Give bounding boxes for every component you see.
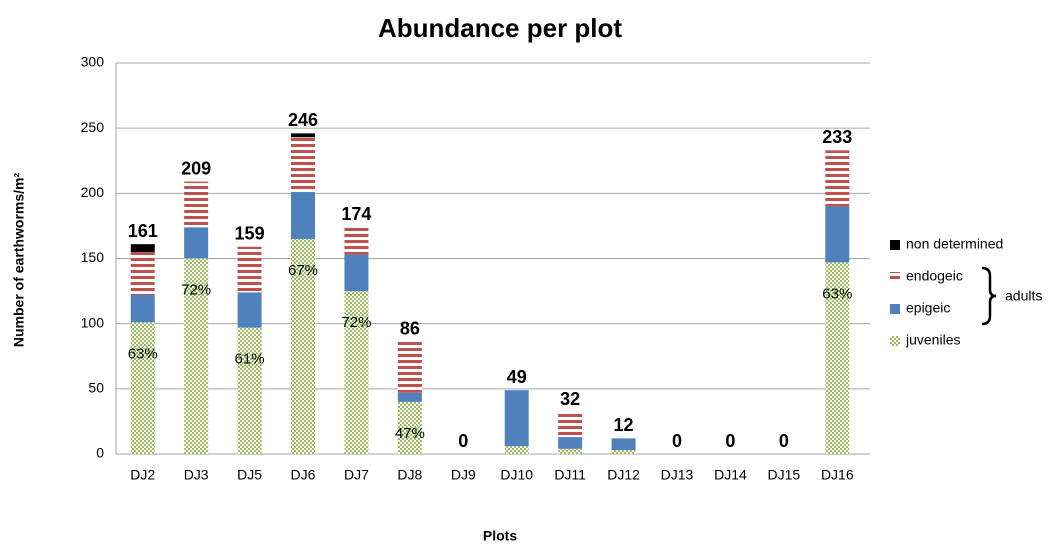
x-tick-label: DJ13 (661, 467, 694, 483)
legend-label: epigeic (906, 300, 950, 316)
share-label: 47% (395, 425, 425, 442)
bar-segment (825, 206, 850, 263)
x-tick-label: DJ2 (130, 467, 155, 483)
legend-swatch (890, 336, 900, 346)
legend-swatch (890, 304, 900, 314)
bar-segment (291, 192, 315, 239)
bar-segment (504, 390, 529, 447)
bar-segment (237, 327, 262, 454)
y-tick-label: 250 (81, 119, 105, 135)
x-tick-label: DJ15 (768, 467, 801, 483)
x-axis-title: Plots (483, 528, 517, 544)
total-label: 32 (560, 389, 580, 409)
bar-segment (397, 392, 422, 402)
bar-segment (611, 450, 636, 454)
bar-segment (237, 246, 262, 293)
bar-segment (825, 262, 850, 454)
bar-segment (558, 412, 583, 438)
bar-segment (130, 244, 155, 252)
bar-segment (344, 254, 369, 292)
x-tick-label: DJ7 (344, 467, 369, 483)
y-tick-label: 50 (88, 380, 104, 396)
legend-label: non determined (906, 236, 1003, 252)
total-label: 0 (779, 431, 789, 451)
bar-segment (504, 446, 529, 454)
total-label: 233 (822, 127, 852, 147)
share-label: 63% (822, 285, 852, 302)
x-tick-label: DJ10 (500, 467, 533, 483)
total-label: 209 (181, 158, 211, 178)
y-axis-title: Number of earthworms/m² (11, 173, 27, 348)
x-tick-label: DJ9 (451, 467, 476, 483)
bar-segment (825, 150, 850, 207)
total-label: 0 (725, 431, 735, 451)
y-tick-label: 150 (81, 249, 105, 265)
legend-group-label: adults (1005, 288, 1042, 304)
share-label: 67% (288, 262, 318, 279)
share-label: 63% (128, 345, 158, 362)
total-label: 49 (507, 367, 527, 387)
total-label: 12 (614, 415, 634, 435)
total-label: 174 (341, 204, 371, 224)
bar-segment (397, 401, 422, 454)
y-tick-label: 0 (96, 445, 104, 461)
legend-swatch (890, 240, 900, 250)
y-tick-label: 100 (81, 314, 105, 330)
bar-segment (344, 227, 369, 255)
bar-segment (344, 291, 369, 454)
legend-swatch (890, 272, 900, 282)
x-tick-label: DJ16 (821, 467, 854, 483)
bar-segment (130, 322, 155, 454)
chart-title: Abundance per plot (378, 13, 622, 43)
y-tick-label: 300 (81, 54, 105, 70)
bar-segment (237, 292, 262, 328)
bar-segment (291, 137, 315, 193)
bar-segment (397, 341, 422, 393)
legend-label: endogeic (906, 268, 963, 284)
share-label: 61% (235, 351, 265, 368)
bar-segment (611, 438, 636, 451)
bar-segment (291, 238, 315, 454)
legend-label: juveniles (905, 332, 960, 348)
total-label: 0 (458, 431, 468, 451)
bar-segment (130, 294, 155, 323)
x-tick-label: DJ11 (554, 467, 586, 483)
share-label: 72% (181, 281, 211, 298)
total-label: 86 (400, 319, 420, 339)
bar-segment (184, 227, 209, 259)
share-label: 72% (341, 314, 371, 331)
bar-segment (558, 437, 583, 449)
bar-segment (184, 181, 209, 228)
x-tick-label: DJ12 (607, 467, 640, 483)
total-label: 161 (128, 221, 158, 241)
x-tick-label: DJ5 (237, 467, 262, 483)
bar-segment (291, 133, 315, 138)
bar-segment (130, 251, 155, 295)
bar-segment (184, 258, 209, 454)
total-label: 0 (672, 431, 682, 451)
bar-segment (558, 448, 583, 454)
y-tick-label: 200 (81, 184, 105, 200)
x-tick-label: DJ8 (397, 467, 422, 483)
total-label: 246 (288, 110, 318, 130)
x-tick-label: DJ3 (184, 467, 209, 483)
total-label: 159 (235, 224, 265, 244)
x-tick-label: DJ14 (714, 467, 747, 483)
legend-brace (981, 266, 997, 326)
x-tick-label: DJ6 (291, 467, 316, 483)
